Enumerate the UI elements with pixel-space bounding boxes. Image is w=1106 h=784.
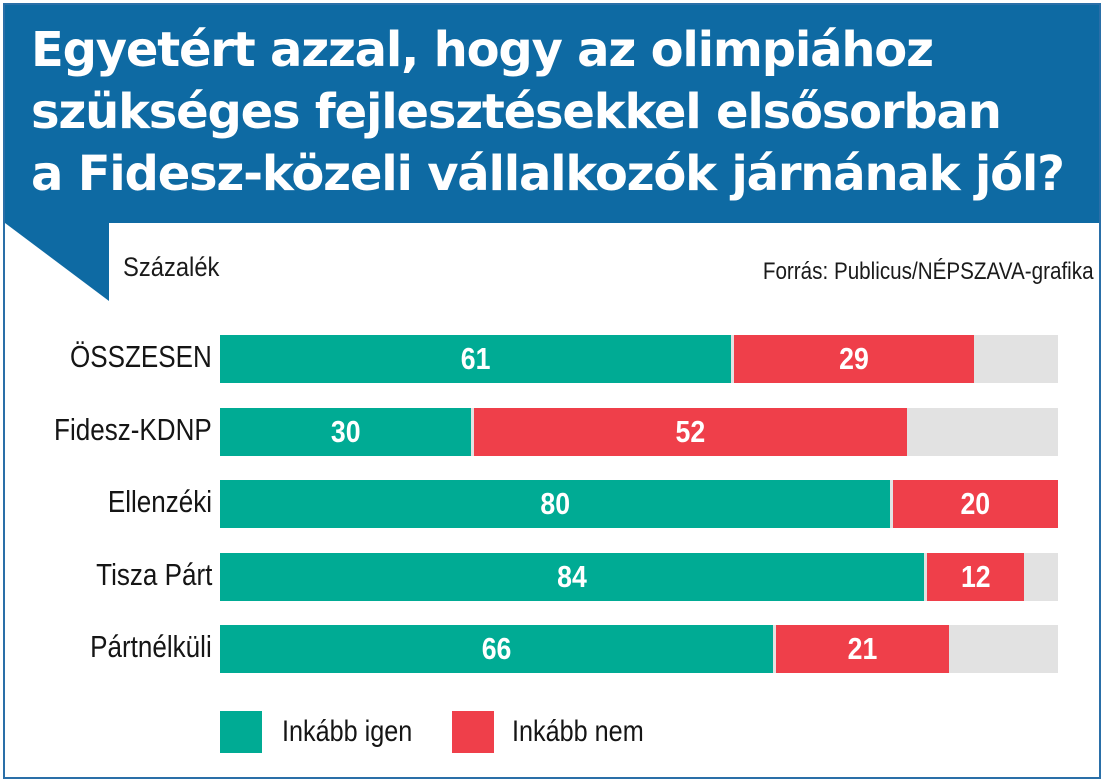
speech-pointer-icon: [5, 223, 109, 301]
bar-inkabb-igen-partnelkuli: [220, 625, 774, 673]
data-label-inkabb-nem-fidesz-kdnp: 52: [675, 414, 706, 449]
bar-inkabb-nem-partnelkuli: [776, 625, 950, 673]
bar-inkabb-igen-osszesen: [220, 335, 732, 383]
bar-inkabb-igen-tisza-part: [220, 553, 924, 601]
data-label-inkabb-igen-ellenzeki: 80: [540, 486, 571, 521]
data-label-inkabb-nem-tisza-part: 12: [960, 559, 991, 594]
infographic-frame: Egyetért azzal, hogy az olimpiához szüks…: [3, 3, 1101, 779]
category-label-tisza-part: Tisza Párt: [95, 557, 212, 592]
title-line-1: Egyetért azzal, hogy az olimpiához: [31, 22, 934, 78]
title-line-2: szükséges fejlesztésekkel elsősorban: [31, 84, 1002, 140]
unit-label: Százalék: [123, 252, 220, 282]
bar-inkabb-nem-ellenzeki: [893, 480, 1058, 528]
category-label-osszesen: ÖSSZESEN: [70, 339, 212, 374]
bar-inkabb-nem-osszesen: [734, 335, 975, 383]
chart-title: Egyetért azzal, hogy az olimpiához szüks…: [31, 19, 1091, 205]
legend-label-yes: Inkább igen: [282, 715, 413, 748]
bar-inkabb-igen-fidesz-kdnp: [220, 408, 472, 456]
data-label-inkabb-igen-fidesz-kdnp: 30: [330, 414, 361, 449]
data-label-inkabb-igen-partnelkuli: 66: [481, 631, 512, 666]
data-label-inkabb-nem-partnelkuli: 21: [847, 631, 878, 666]
legend-label-no: Inkább nem: [512, 715, 644, 748]
category-label-ellenzeki: Ellenzéki: [107, 484, 212, 519]
category-label-fidesz-kdnp: Fidesz-KDNP: [54, 412, 212, 447]
bar-inkabb-nem-fidesz-kdnp: [474, 408, 908, 456]
header-band: Egyetért azzal, hogy az olimpiához szüks…: [5, 5, 1099, 223]
title-line-3: a Fidesz-közeli vállalkozók járnának jól…: [31, 146, 1065, 202]
bar-inkabb-nem-tisza-part: [926, 553, 1025, 601]
category-label-partnelkuli: Pártnélküli: [90, 629, 212, 664]
data-label-inkabb-nem-ellenzeki: 20: [960, 486, 991, 521]
legend-swatch-yes: [220, 711, 262, 753]
source-credit: Forrás: Publicus/NÉPSZAVA-grafika: [763, 258, 1094, 285]
legend-swatch-no: [452, 711, 494, 753]
data-label-inkabb-igen-tisza-part: 84: [557, 559, 587, 594]
bar-inkabb-igen-ellenzeki: [220, 480, 891, 528]
data-label-inkabb-igen-osszesen: 61: [460, 341, 491, 376]
data-label-inkabb-nem-osszesen: 29: [839, 341, 870, 376]
